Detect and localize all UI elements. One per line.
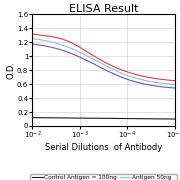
Antigen 10ng: [31, 43, 33, 45]
Control Antigen = 100ng: [166, 118, 168, 120]
Antigen 10ng: [58, 48, 60, 50]
Antigen 50ng: [37, 38, 39, 40]
Control Antigen = 100ng: [161, 118, 164, 120]
Title: ELISA Result: ELISA Result: [69, 4, 138, 14]
Antigen 10ng: [37, 44, 39, 46]
Antigen 50ng: [166, 83, 168, 85]
Antigen 50ng: [174, 83, 176, 86]
Legend: Control Antigen = 100ng, Antigen 10ng, Antigen 50ng, Antigen 100ng: Control Antigen = 100ng, Antigen 10ng, A…: [30, 174, 177, 180]
Antigen 10ng: [69, 52, 71, 54]
Control Antigen = 100ng: [174, 118, 176, 120]
Antigen 50ng: [69, 47, 71, 49]
Antigen 100ng: [161, 78, 164, 81]
Y-axis label: O.D.: O.D.: [7, 61, 16, 79]
Antigen 100ng: [69, 41, 71, 43]
Control Antigen = 100ng: [69, 117, 71, 119]
Line: Antigen 100ng: Antigen 100ng: [32, 34, 175, 81]
Line: Antigen 50ng: Antigen 50ng: [32, 39, 175, 84]
Line: Antigen 10ng: Antigen 10ng: [32, 44, 175, 88]
Control Antigen = 100ng: [40, 117, 42, 119]
Antigen 100ng: [40, 34, 42, 36]
Line: Control Antigen = 100ng: Control Antigen = 100ng: [32, 118, 175, 119]
X-axis label: Serial Dilutions  of Antibody: Serial Dilutions of Antibody: [45, 143, 162, 152]
Antigen 100ng: [58, 37, 60, 39]
Antigen 50ng: [161, 82, 164, 84]
Antigen 50ng: [40, 39, 42, 41]
Control Antigen = 100ng: [58, 117, 60, 119]
Antigen 100ng: [31, 33, 33, 35]
Control Antigen = 100ng: [31, 117, 33, 119]
Antigen 100ng: [174, 80, 176, 82]
Antigen 10ng: [174, 87, 176, 89]
Antigen 10ng: [166, 86, 168, 89]
Antigen 10ng: [40, 44, 42, 46]
Antigen 50ng: [31, 37, 33, 40]
Antigen 100ng: [37, 34, 39, 36]
Antigen 50ng: [58, 43, 60, 45]
Antigen 100ng: [166, 79, 168, 81]
Antigen 10ng: [161, 86, 164, 88]
Control Antigen = 100ng: [37, 117, 39, 119]
